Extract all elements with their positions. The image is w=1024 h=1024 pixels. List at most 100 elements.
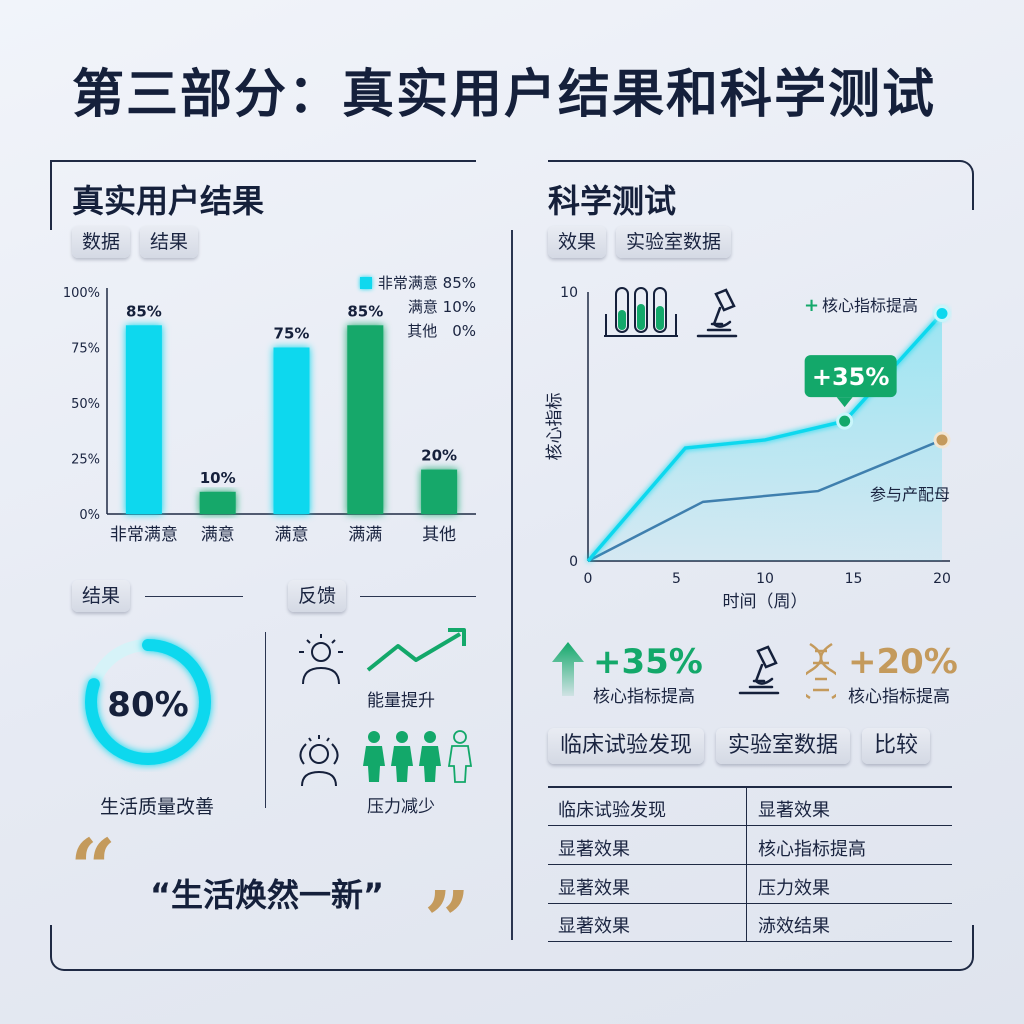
x-tick-label: 10 — [756, 571, 774, 587]
people-group-icon — [363, 730, 473, 783]
annotation-callout — [804, 355, 897, 398]
x-category-label: 其他 — [422, 525, 456, 545]
bar-chart-legend: 非常满意 85% 满意 10% 其他 0% — [359, 272, 476, 341]
dna-icon — [806, 642, 836, 700]
page-title: 第三部分：真实用户结果和科学测试 — [72, 65, 937, 125]
feedback-stress-label: 压力减少 — [367, 797, 435, 817]
x-tick-label: 15 — [845, 571, 863, 587]
x-category-label: 满意 — [201, 525, 235, 545]
green-up-arrow-icon — [552, 642, 584, 696]
table-cell: 显著效果 — [558, 916, 630, 937]
table-row-rule — [548, 825, 952, 826]
test-tubes-icon — [604, 287, 678, 337]
frame-left-top — [50, 160, 476, 162]
table-row-rule — [548, 864, 952, 865]
y-tick-label: 25% — [71, 453, 100, 468]
feedback-divider — [265, 632, 266, 808]
tag-effect: 效果 — [548, 226, 607, 258]
x-tick-label: 20 — [933, 571, 951, 587]
legend-row-1: 满意 10% — [360, 296, 476, 317]
tag-clinical-findings: 临床试验发现 — [548, 728, 705, 764]
y-tick-label: 100% — [63, 286, 100, 301]
y-tick-label: 50% — [71, 397, 100, 412]
tag-compare: 比较 — [862, 728, 931, 764]
stat-value-2: +20% — [848, 642, 958, 682]
y-axis-label: 核心指标 — [545, 393, 565, 461]
y-tick-label: 0% — [79, 508, 100, 523]
y-tick-label: 0 — [569, 554, 578, 570]
annotation-label: +35% — [812, 363, 890, 391]
frame-right-corner — [944, 160, 974, 210]
legend-row-0: 非常满意 85% — [359, 272, 476, 293]
ring-value-label: 80% — [107, 685, 188, 725]
bar — [347, 325, 384, 514]
bar-value-label: 75% — [274, 325, 310, 343]
series-line-secondary — [587, 438, 943, 563]
table-cell: 核心指标提高 — [758, 839, 866, 860]
area-fill — [588, 313, 942, 561]
tag-lab-data: 实验室数据 — [616, 226, 732, 258]
stat-value-1: +35% — [593, 642, 703, 682]
table-cell: 显著效果 — [558, 878, 630, 899]
x-axis-label: 时间（周） — [723, 592, 808, 612]
legend-row-2: 其他 0% — [360, 320, 476, 341]
feedback-energy-label: 能量提升 — [367, 691, 435, 711]
legend-value: 85% — [442, 274, 476, 292]
x-tick-label: 5 — [672, 571, 681, 587]
ring-progress-arc — [85, 639, 211, 765]
x-category-label: 满意 — [275, 525, 309, 545]
x-category-label: 非常满意 — [110, 525, 178, 545]
left-section-title: 真实用户结果 — [72, 182, 265, 220]
result-tag-line — [145, 596, 243, 597]
tag-result: 结果 — [140, 226, 199, 258]
tag-result-2: 结果 — [72, 580, 131, 612]
frame-left-side — [50, 160, 52, 230]
stressed-person-icon — [299, 735, 339, 787]
person-radiant-icon — [299, 634, 343, 685]
legend-name: 满意 — [407, 298, 438, 316]
table-cell: 显著效果 — [558, 839, 630, 860]
quality-ring-gauge: 80% — [85, 639, 211, 765]
x-category-label: 满满 — [348, 525, 382, 545]
y-tick-label: 75% — [71, 342, 100, 357]
table-cell: 显著效果 — [758, 800, 830, 821]
bar-value-label: 10% — [200, 469, 236, 487]
legend-value: 10% — [442, 298, 476, 316]
table-cell: 压力效果 — [758, 878, 830, 899]
frame-bottom — [50, 925, 974, 971]
trend-up-arrow-icon — [366, 628, 466, 672]
tag-data: 数据 — [72, 226, 131, 258]
bar — [273, 347, 310, 514]
center-divider — [511, 230, 513, 940]
point-marker — [933, 305, 951, 323]
bar-value-label: 20% — [421, 447, 457, 465]
legend-name: 非常满意 — [377, 274, 438, 292]
bar — [125, 325, 162, 514]
stat-label-2: 核心指标提高 — [848, 687, 950, 707]
table-row-rule — [548, 903, 952, 904]
quote-text: “生活焕然一新” — [150, 876, 385, 914]
legend-marker: + — [804, 295, 819, 316]
legend-label-primary: 核心指标提高 — [822, 296, 918, 315]
table-cell: 浾效结果 — [758, 916, 830, 937]
legend-swatch — [359, 277, 372, 289]
ring-caption: 生活质量改善 — [100, 796, 215, 818]
right-section-title: 科学测试 — [548, 182, 677, 220]
legend-label-secondary: 参与产配母 — [870, 485, 950, 504]
point-marker — [836, 412, 854, 430]
table-cell: 临床试验发现 — [558, 800, 666, 821]
legend-name: 其他 — [407, 322, 438, 340]
microscope-icon-2 — [738, 645, 780, 695]
table-top-rule — [548, 786, 952, 788]
quote-close-icon: ” — [424, 873, 471, 967]
x-tick-label: 0 — [584, 571, 593, 587]
bar-value-label: 85% — [347, 302, 383, 320]
bar — [421, 469, 458, 514]
microscope-icon — [696, 288, 738, 338]
bar-value-label: 85% — [126, 302, 162, 320]
point-marker — [933, 431, 951, 449]
bar — [199, 491, 236, 514]
quote-open-icon: “ — [70, 821, 117, 915]
tag-lab-data-2: 实验室数据 — [716, 728, 851, 764]
